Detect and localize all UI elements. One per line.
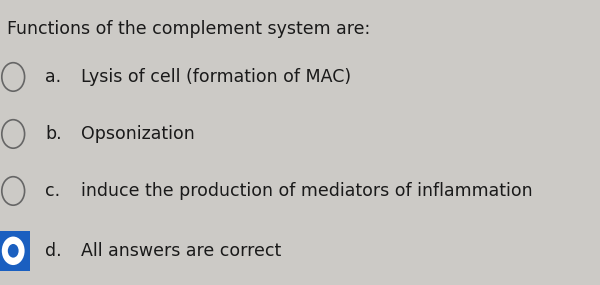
Text: c.: c. — [45, 182, 60, 200]
Text: b.: b. — [45, 125, 62, 143]
Text: Functions of the complement system are:: Functions of the complement system are: — [7, 20, 370, 38]
Ellipse shape — [8, 244, 19, 258]
Text: Lysis of cell (formation of MAC): Lysis of cell (formation of MAC) — [81, 68, 351, 86]
Text: All answers are correct: All answers are correct — [81, 242, 281, 260]
Text: induce the production of mediators of inflammation: induce the production of mediators of in… — [81, 182, 533, 200]
FancyBboxPatch shape — [0, 231, 30, 271]
Text: d.: d. — [45, 242, 62, 260]
Text: Opsonization: Opsonization — [81, 125, 195, 143]
Ellipse shape — [2, 237, 25, 265]
Text: a.: a. — [45, 68, 61, 86]
